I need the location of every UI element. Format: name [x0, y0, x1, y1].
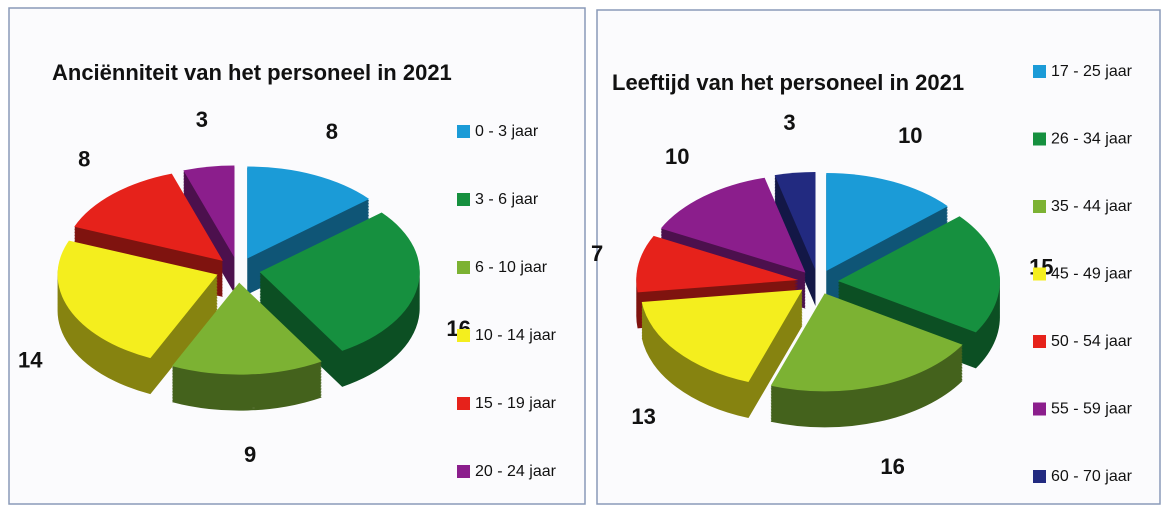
value-label: 7 [591, 241, 603, 266]
value-label: 3 [196, 107, 208, 132]
value-label: 16 [880, 454, 904, 479]
legend-label: 15 - 19 jaar [475, 395, 557, 412]
value-label: 3 [783, 110, 795, 135]
value-label: 8 [326, 119, 338, 144]
legend-label: 17 - 25 jaar [1051, 63, 1133, 80]
slice [172, 282, 322, 375]
legend-label: 35 - 44 jaar [1051, 198, 1133, 215]
chart-title: Leeftijd van het personeel in 2021 [612, 70, 964, 95]
legend-label: 26 - 34 jaar [1051, 131, 1133, 148]
legend-swatch [457, 465, 470, 478]
legend-swatch [1033, 200, 1046, 213]
slice [57, 240, 218, 359]
slice [826, 172, 948, 271]
slice [641, 289, 803, 383]
value-label: 14 [18, 348, 43, 373]
legend-label: 3 - 6 jaar [475, 191, 539, 208]
legend-swatch [1033, 470, 1046, 483]
slice [660, 177, 806, 273]
slice [259, 212, 420, 351]
legend-label: 6 - 10 jaar [475, 259, 548, 276]
legend-label: 45 - 49 jaar [1051, 266, 1133, 283]
legend-swatch [1033, 132, 1046, 146]
legend-swatch [457, 125, 470, 138]
slice [837, 216, 1000, 333]
slice [183, 165, 235, 258]
legend-swatch [457, 397, 470, 410]
slice [247, 166, 370, 259]
legend-label: 10 - 14 jaar [475, 327, 557, 344]
value-label: 9 [244, 442, 256, 467]
chart-title: Anciënniteit van het personeel in 2021 [52, 60, 452, 85]
slice [636, 235, 799, 293]
legend-swatch [1033, 267, 1046, 281]
legend-label: 50 - 54 jaar [1051, 333, 1133, 350]
legend-swatch [457, 193, 470, 206]
value-label: 10 [665, 144, 689, 169]
value-label: 13 [631, 404, 655, 429]
slice [74, 173, 223, 261]
legend-swatch [1033, 402, 1046, 416]
legend-label: 0 - 3 jaar [475, 123, 539, 140]
legend-swatch [1033, 335, 1046, 348]
legend-label: 55 - 59 jaar [1051, 401, 1133, 418]
slice [770, 293, 963, 392]
legend-swatch [457, 261, 470, 274]
legend-label: 60 - 70 jaar [1051, 468, 1133, 485]
legend-label: 20 - 24 jaar [475, 463, 557, 480]
slice [774, 171, 816, 270]
legend-swatch [1033, 65, 1046, 78]
value-label: 10 [898, 123, 922, 148]
legend-swatch [457, 329, 470, 342]
value-label: 8 [78, 146, 90, 171]
